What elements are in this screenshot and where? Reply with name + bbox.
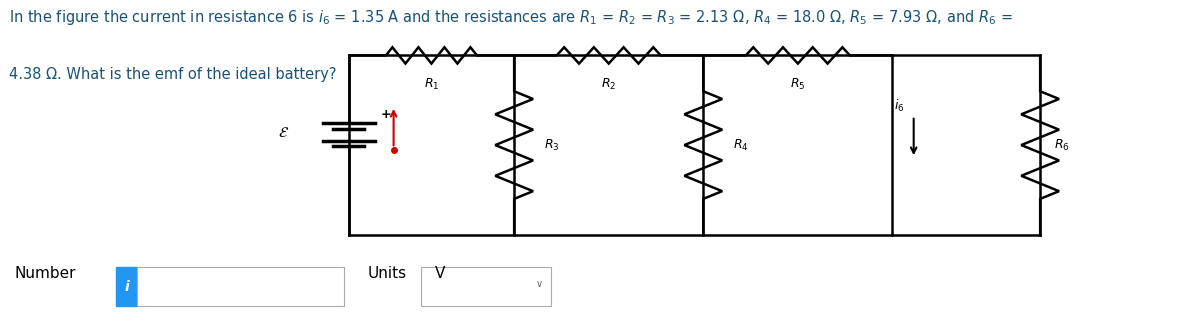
Text: Number: Number (14, 266, 76, 281)
Text: +: + (381, 108, 391, 121)
Text: $i_6$: $i_6$ (894, 98, 904, 114)
Text: Units: Units (368, 266, 407, 281)
Text: $R_4$: $R_4$ (733, 138, 748, 153)
Text: $R_1$: $R_1$ (423, 77, 440, 92)
Text: $R_2$: $R_2$ (602, 77, 616, 92)
Text: ∨: ∨ (535, 279, 543, 289)
Text: $R_6$: $R_6$ (1054, 138, 1070, 153)
Text: i: i (124, 280, 129, 294)
Text: $\mathcal{E}$: $\mathcal{E}$ (278, 125, 290, 140)
Text: V: V (435, 266, 446, 281)
Text: $R_3$: $R_3$ (544, 138, 559, 153)
Text: In the figure the current in resistance 6 is $i_6$ = 1.35 A and the resistances : In the figure the current in resistance … (9, 8, 1013, 27)
Text: $R_5$: $R_5$ (790, 77, 806, 92)
Text: 4.38 Ω. What is the emf of the ideal battery?: 4.38 Ω. What is the emf of the ideal bat… (9, 67, 337, 82)
